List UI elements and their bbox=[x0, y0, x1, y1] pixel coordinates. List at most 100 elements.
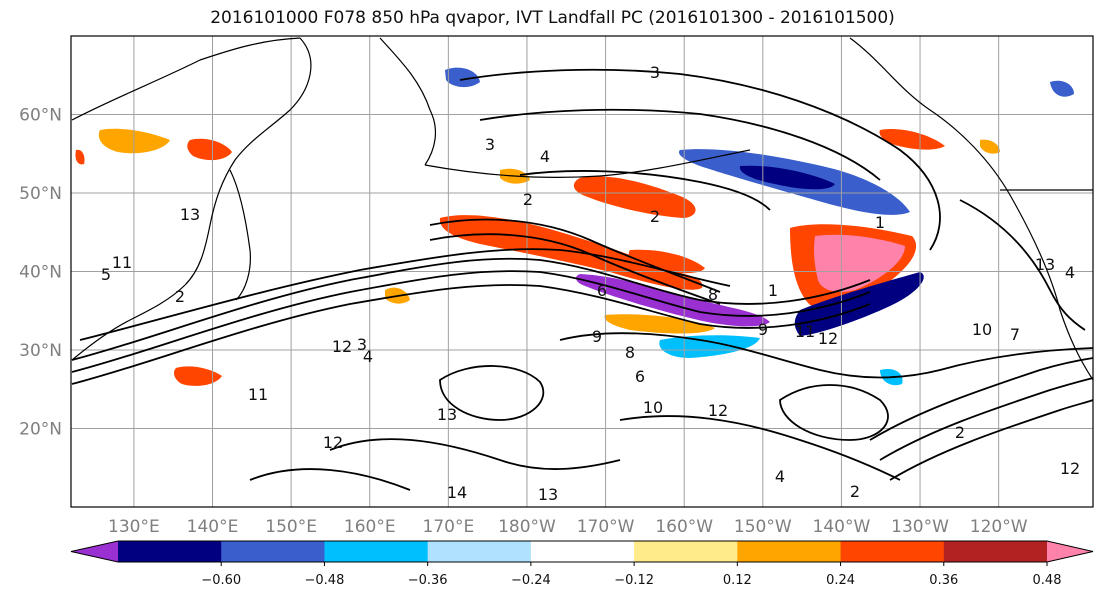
contour-label: 5 bbox=[101, 265, 111, 284]
coastlines bbox=[71, 37, 1094, 381]
map-frame bbox=[70, 35, 1094, 508]
contour-label: 11 bbox=[248, 385, 268, 404]
contour-label: 8 bbox=[625, 343, 635, 362]
contour-13 bbox=[889, 399, 1094, 481]
colorbar-segment bbox=[737, 541, 842, 562]
colorbar-tick-label: 0.12 bbox=[723, 573, 752, 588]
contour-label: 12 bbox=[1060, 459, 1080, 478]
colorbar-outline bbox=[70, 540, 1094, 563]
colorbar-segment bbox=[118, 541, 222, 562]
pink-patch bbox=[814, 234, 905, 292]
colorbar-segment bbox=[530, 541, 635, 562]
contour-label: 7 bbox=[1010, 325, 1020, 344]
cold-shading bbox=[445, 67, 1074, 386]
contour-label: 12 bbox=[323, 433, 343, 452]
longitude-label: 150°E bbox=[265, 517, 317, 537]
coast-japan bbox=[229, 169, 251, 301]
colorbar-tick-label: 0.36 bbox=[929, 573, 958, 588]
warm-band-2 bbox=[573, 176, 696, 218]
contour-label: 3 bbox=[357, 335, 367, 354]
colorbar-tick-label: 0.48 bbox=[1033, 573, 1062, 588]
contour-12 bbox=[879, 377, 1094, 461]
contour-17 bbox=[959, 199, 1086, 331]
contour-label: 9 bbox=[592, 327, 602, 346]
colorbar bbox=[70, 540, 1094, 563]
contour-label: 8 bbox=[708, 285, 718, 304]
contour-16 bbox=[619, 415, 901, 481]
colorbar-segment bbox=[943, 541, 1048, 562]
colorbar-ticks: −0.60 −0.48 −0.36 −0.24 −0.12 0.12 0.24 0.36 0.4… bbox=[201, 562, 1062, 588]
contour-label: 4 bbox=[540, 147, 550, 166]
colorbar-segment bbox=[634, 541, 738, 562]
coast-north-america bbox=[849, 37, 1094, 381]
contour-label: 13 bbox=[538, 485, 558, 504]
contour-2 bbox=[71, 270, 871, 373]
contour-14 bbox=[329, 438, 621, 470]
contours bbox=[71, 68, 1094, 491]
colorbar-tick-label: −0.36 bbox=[408, 573, 448, 588]
longitude-label: 160°W bbox=[655, 517, 713, 537]
colorbar-extend-min bbox=[71, 541, 118, 562]
colorbar-tick-label: −0.12 bbox=[614, 573, 654, 588]
chart-title: 2016101000 F078 850 hPa qvapor, IVT Land… bbox=[210, 8, 895, 28]
colorbar-segment bbox=[221, 541, 325, 562]
longitude-label: 170°E bbox=[423, 517, 475, 537]
contour-label: 9 bbox=[758, 320, 768, 339]
contour-label: 11 bbox=[112, 253, 132, 272]
contour-label: 2 bbox=[955, 423, 965, 442]
contour-19 bbox=[439, 365, 545, 421]
colorbar-segment bbox=[840, 541, 945, 562]
contour-label: 2 bbox=[650, 207, 660, 226]
cold-core-2 bbox=[575, 274, 770, 327]
contour-label: 13 bbox=[180, 205, 200, 224]
coast-asia-south bbox=[71, 284, 186, 361]
cold-core-1 bbox=[739, 165, 835, 190]
coast-kamchatka bbox=[379, 37, 437, 166]
contour-label: 10 bbox=[643, 398, 663, 417]
contour-label: 12 bbox=[818, 329, 838, 348]
contour-label: 13 bbox=[437, 405, 457, 424]
latitude-label: 30°N bbox=[19, 341, 62, 361]
colorbar-segment bbox=[427, 541, 532, 562]
contour-label: 4 bbox=[775, 467, 785, 486]
contour-11 bbox=[869, 357, 1094, 441]
longitude-label: 130°E bbox=[108, 517, 160, 537]
coast-aleutians bbox=[424, 149, 751, 178]
cold-band-2 bbox=[794, 272, 924, 336]
coast-asia-north bbox=[71, 37, 301, 121]
contour-3 bbox=[71, 284, 871, 385]
contour-label: 10 bbox=[972, 320, 992, 339]
longitude-label: 150°W bbox=[734, 517, 792, 537]
warm-patch-nw1 bbox=[98, 128, 170, 154]
colorbar-tick-label: −0.24 bbox=[511, 573, 551, 588]
contour-5 bbox=[429, 218, 721, 293]
contour-label: 12 bbox=[708, 401, 728, 420]
contour-label: 14 bbox=[447, 483, 467, 502]
longitude-label: 130°W bbox=[891, 517, 949, 537]
longitude-label: 170°W bbox=[577, 517, 635, 537]
warm-band-4 bbox=[604, 314, 715, 334]
latitude-label: 40°N bbox=[19, 263, 62, 283]
warm-patch-sw bbox=[174, 366, 222, 386]
contour-4 bbox=[79, 248, 731, 341]
colorbar-tick-label: −0.48 bbox=[305, 573, 345, 588]
latitude-labels: 60°N 50°N 40°N 30°N 20°N bbox=[19, 106, 62, 440]
warm-patch-ne bbox=[879, 128, 945, 150]
contour-label: 6 bbox=[635, 367, 645, 386]
graticule bbox=[71, 36, 1093, 507]
contour-1 bbox=[71, 257, 871, 361]
warm-band-3 bbox=[628, 249, 705, 274]
colorbar-tick-label: −0.60 bbox=[201, 573, 241, 588]
contour-label: 4 bbox=[363, 347, 373, 366]
contour-6 bbox=[429, 233, 721, 305]
contour-label: 1 bbox=[768, 281, 778, 300]
colorbar-extend-max bbox=[1047, 541, 1093, 562]
contour-8 bbox=[479, 108, 881, 181]
warm-patch-edge bbox=[75, 149, 85, 165]
contour-label: 6 bbox=[597, 281, 607, 300]
contour-label: 3 bbox=[485, 135, 495, 154]
cold-patch-n bbox=[445, 67, 480, 88]
coast-asia-east bbox=[184, 37, 312, 286]
